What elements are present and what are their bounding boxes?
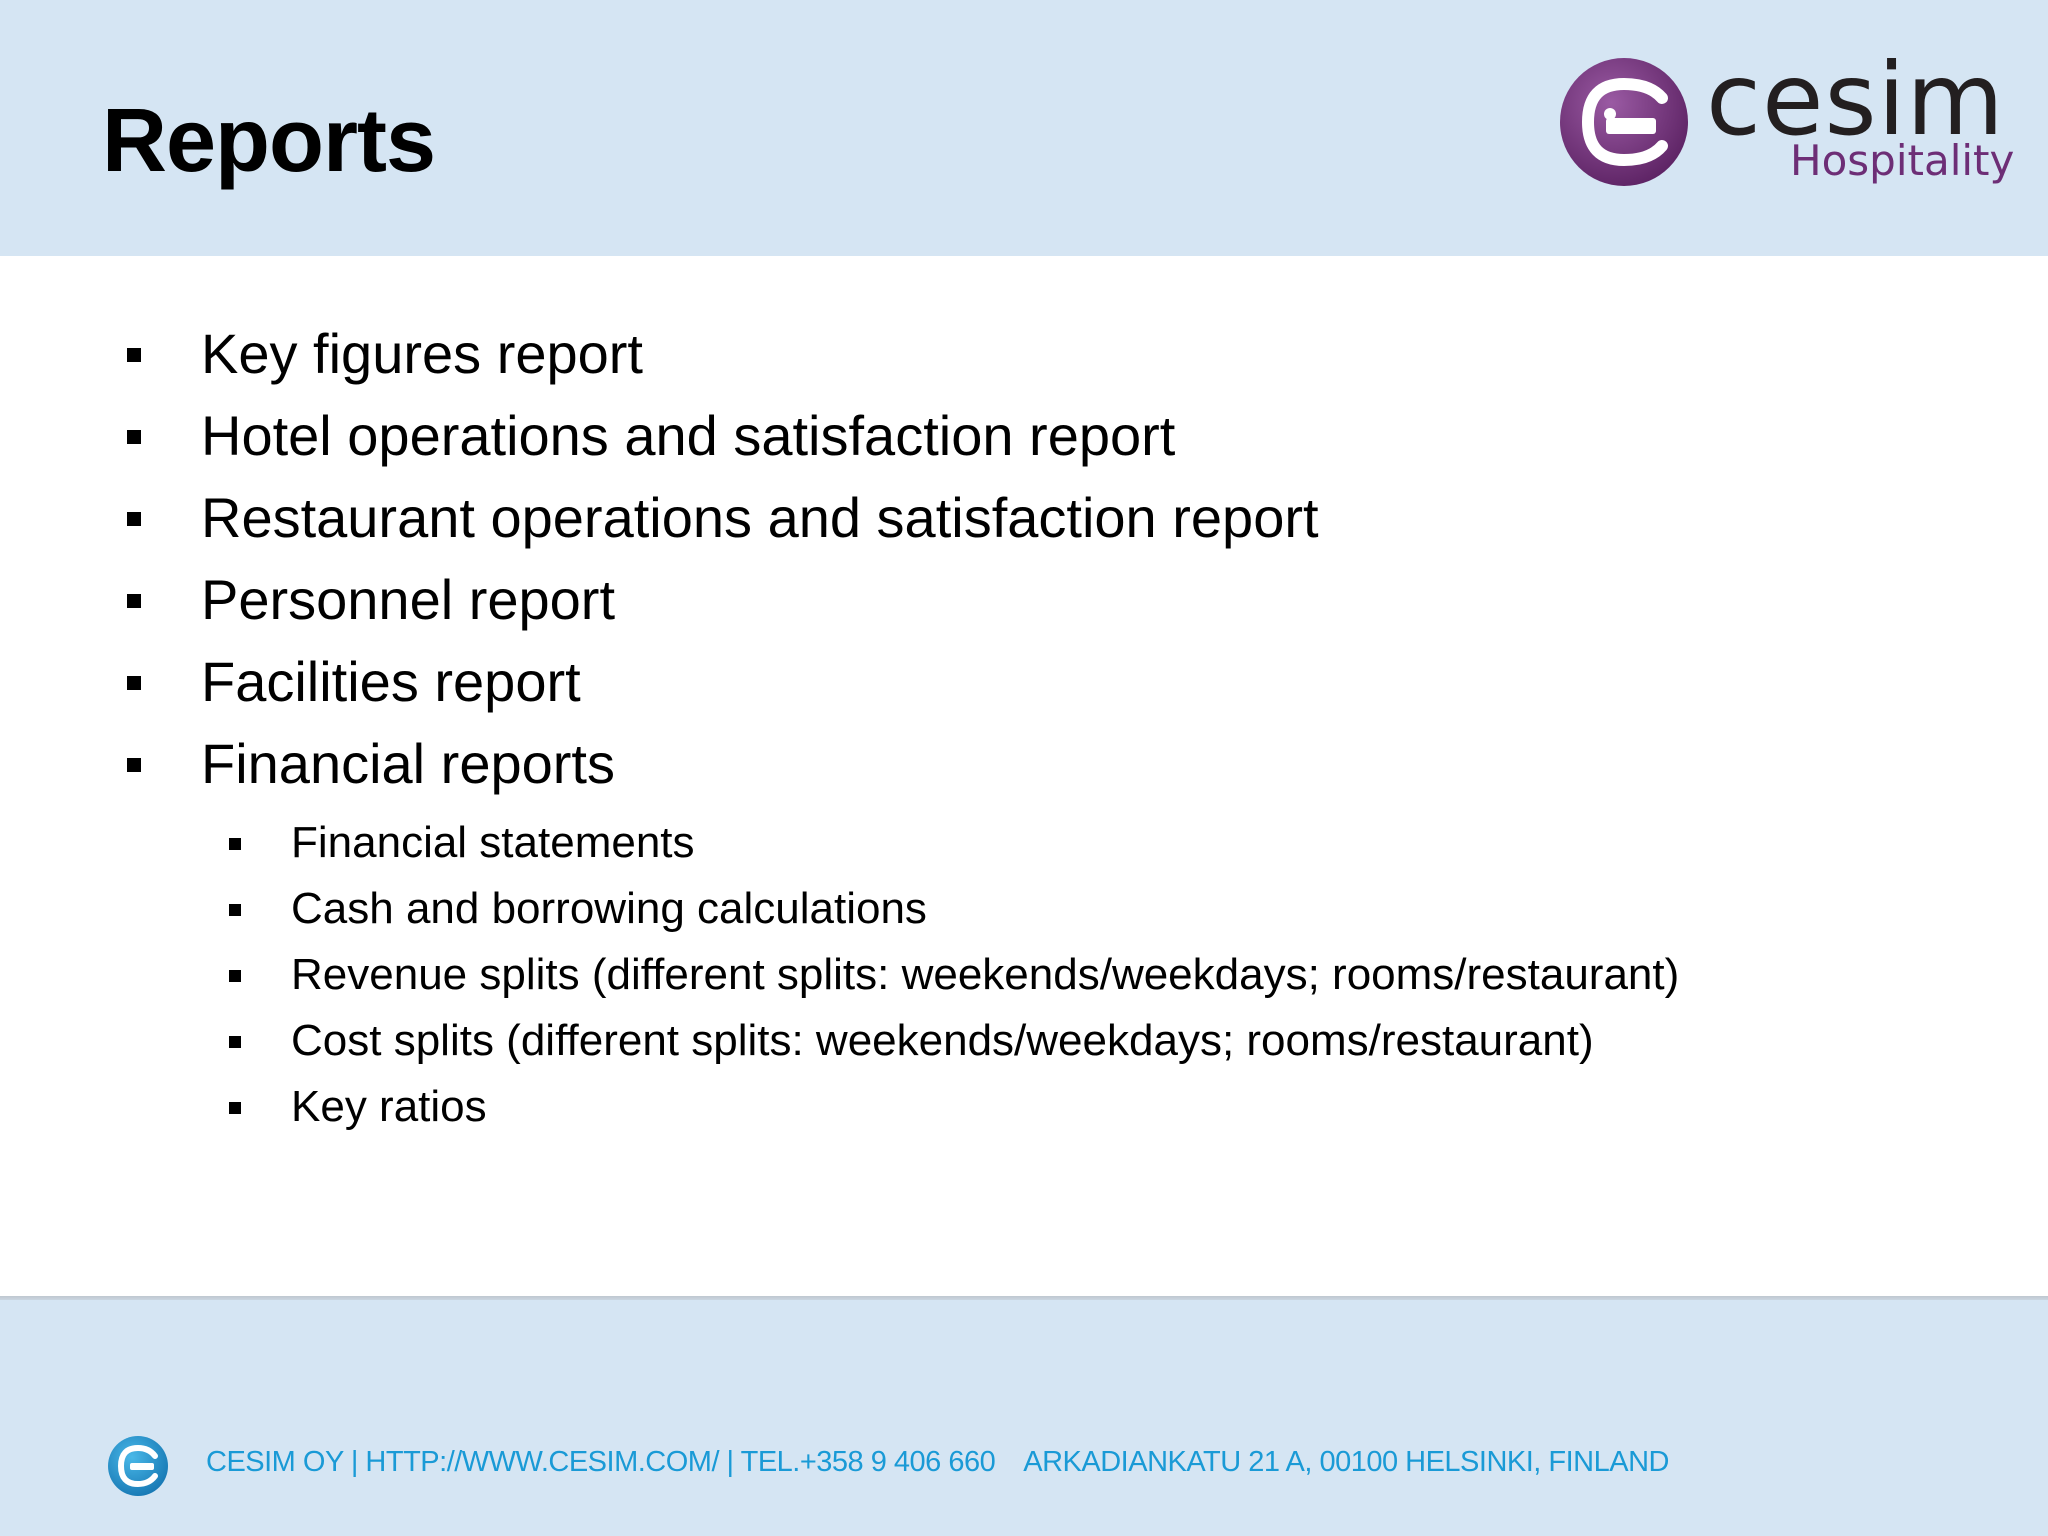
- cesim-hospitality-logo: cesim Hospitality: [1558, 50, 2014, 194]
- sub-list-item: Cost splits (different splits: weekends/…: [229, 1008, 1679, 1074]
- footer-contact-info: CESIM OY | HTTP://WWW.CESIM.COM/ | TEL.+…: [206, 1446, 996, 1478]
- sub-list-item: Financial statements: [229, 810, 1679, 876]
- footer-address: ARKADIANKATU 21 A, 00100 HELSINKI, FINLA…: [1023, 1446, 1669, 1478]
- list-item: Facilities report: [127, 641, 1319, 723]
- sub-list-item-text: Cost splits (different splits: weekends/…: [291, 1016, 1594, 1065]
- footer-contact: CESIM OY | HTTP://WWW.CESIM.COM/ | TEL.+…: [206, 1446, 1669, 1479]
- slide-title: Reports: [102, 91, 436, 191]
- square-bullet-icon: [127, 676, 141, 690]
- slide-header: Reports cesim Hospitality: [0, 0, 2048, 256]
- list-item-text: Personnel report: [201, 568, 616, 631]
- sub-list-item: Key ratios: [229, 1074, 1679, 1140]
- slide-body: Key figures report Hotel operations and …: [0, 256, 2048, 1296]
- sub-list-item-text: Revenue splits (different splits: weeken…: [291, 950, 1680, 999]
- sub-list-item-text: Financial statements: [291, 818, 695, 867]
- cesim-footer-logo-icon: [108, 1436, 168, 1496]
- list-item: Financial reports: [127, 723, 1319, 805]
- list-item: Hotel operations and satisfaction report: [127, 395, 1319, 477]
- sub-list-item: Cash and borrowing calculations: [229, 876, 1679, 942]
- cesim-logo-icon: [1560, 58, 1688, 186]
- sub-list-item-text: Key ratios: [291, 1082, 487, 1131]
- report-list: Key figures report Hotel operations and …: [127, 313, 1319, 805]
- square-bullet-icon: [229, 1036, 241, 1048]
- list-item: Personnel report: [127, 559, 1319, 641]
- list-item-text: Financial reports: [201, 732, 615, 795]
- list-item-text: Facilities report: [201, 650, 581, 713]
- square-bullet-icon: [127, 594, 141, 608]
- square-bullet-icon: [229, 1102, 241, 1114]
- list-item-text: Restaurant operations and satisfaction r…: [201, 486, 1319, 549]
- square-bullet-icon: [127, 348, 141, 362]
- slide-footer: CESIM OY | HTTP://WWW.CESIM.COM/ | TEL.+…: [0, 1300, 2048, 1536]
- financial-subreport-list: Financial statements Cash and borrowing …: [127, 810, 1679, 1140]
- square-bullet-icon: [229, 838, 241, 850]
- square-bullet-icon: [229, 904, 241, 916]
- list-item: Key figures report: [127, 313, 1319, 395]
- logo-wordmark: cesim: [1706, 41, 2005, 158]
- list-item-text: Hotel operations and satisfaction report: [201, 404, 1176, 467]
- square-bullet-icon: [127, 758, 141, 772]
- square-bullet-icon: [127, 430, 141, 444]
- logo-subtitle: Hospitality: [1790, 136, 2015, 185]
- list-item-text: Key figures report: [201, 322, 643, 385]
- square-bullet-icon: [127, 512, 141, 526]
- sub-list-item-text: Cash and borrowing calculations: [291, 884, 927, 933]
- sub-list-item: Revenue splits (different splits: weeken…: [229, 942, 1679, 1008]
- square-bullet-icon: [229, 970, 241, 982]
- list-item: Restaurant operations and satisfaction r…: [127, 477, 1319, 559]
